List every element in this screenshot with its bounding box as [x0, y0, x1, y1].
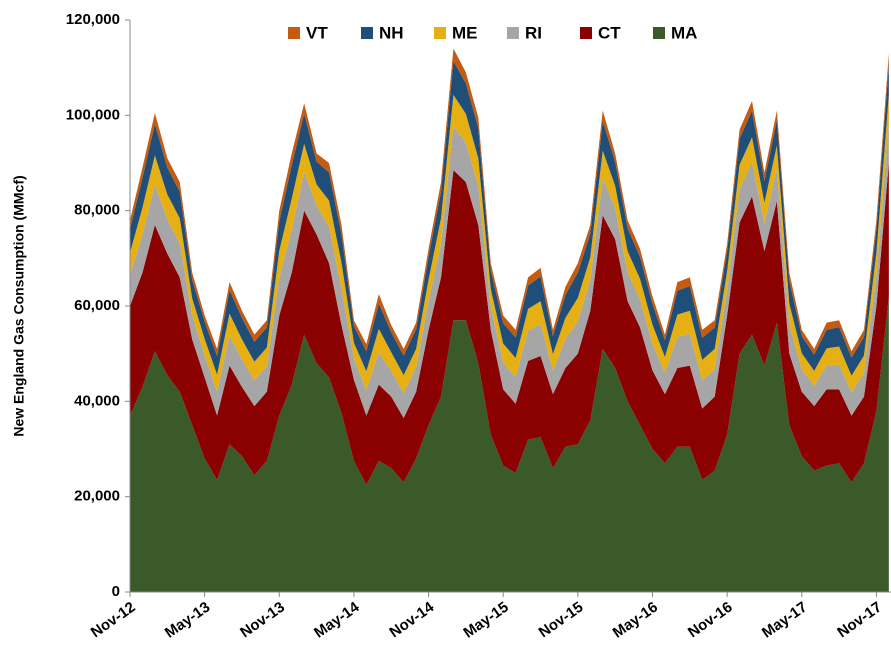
- legend-swatch: [580, 27, 592, 39]
- legend-label: NH: [379, 23, 404, 42]
- x-tick-label: Nov-12: [88, 599, 139, 642]
- y-tick-label: 40,000: [74, 392, 120, 409]
- legend-swatch: [361, 27, 373, 39]
- x-tick-label: May-15: [460, 599, 511, 642]
- legend-swatch: [288, 27, 300, 39]
- legend-swatch: [653, 27, 665, 39]
- x-tick-label: Nov-14: [386, 598, 437, 641]
- x-tick-label: Nov-13: [237, 599, 288, 642]
- area: [130, 123, 889, 419]
- area: [130, 296, 889, 592]
- x-tick-label: Nov-16: [685, 599, 736, 642]
- x-tick-label: Nov-17: [834, 599, 885, 642]
- area: [130, 48, 889, 358]
- y-axis-title: New England Gas Consumption (MMcf): [11, 175, 27, 436]
- x-tick-label: May-17: [759, 599, 810, 642]
- x-tick-label: Nov-15: [536, 599, 587, 642]
- legend-label: VT: [306, 23, 328, 42]
- legend-swatch: [434, 27, 446, 39]
- legend-label: CT: [598, 23, 621, 42]
- area: [130, 163, 889, 485]
- area: [130, 60, 889, 376]
- legend-swatch: [507, 27, 519, 39]
- legend-label: ME: [452, 23, 478, 42]
- y-tick-label: 0: [112, 583, 120, 600]
- y-tick-label: 60,000: [74, 297, 120, 314]
- y-tick-label: 20,000: [74, 488, 120, 505]
- x-tick-label: May-14: [311, 598, 363, 641]
- y-tick-label: 100,000: [66, 106, 120, 123]
- area: [130, 94, 889, 394]
- legend-label: MA: [671, 23, 697, 42]
- x-tick-label: May-13: [162, 599, 213, 642]
- x-tick-label: May-16: [610, 599, 661, 642]
- y-tick-label: 80,000: [74, 202, 120, 219]
- y-tick-label: 120,000: [66, 11, 120, 28]
- legend-label: RI: [525, 23, 542, 42]
